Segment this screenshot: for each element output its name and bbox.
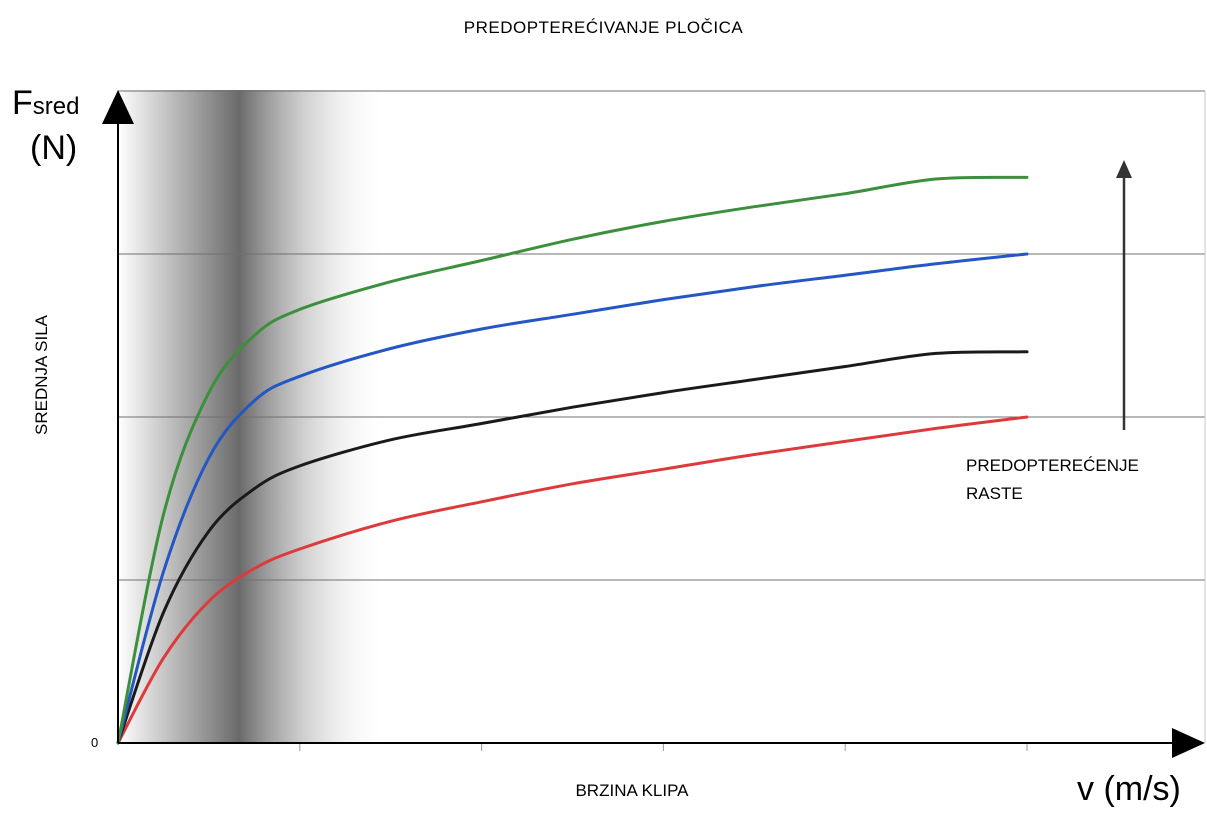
series-line-4 xyxy=(116,175,1029,745)
origin-label: 0 xyxy=(91,735,99,750)
x-axis-arrowhead xyxy=(1172,728,1205,758)
annotation-line-1: PREDOPTEREĆENJE xyxy=(966,456,1139,475)
y-axis-unit: (N) xyxy=(30,129,78,167)
y-axis-variable: Fsred xyxy=(12,84,80,122)
increase-arrow-head xyxy=(1116,160,1132,178)
x-axis-label: BRZINA KLIPA xyxy=(575,781,689,800)
annotation-line-2: RASTE xyxy=(966,484,1023,503)
y-axis-variable-subscript: sred xyxy=(32,93,80,120)
x-axis-unit: v (m/s) xyxy=(1077,770,1181,808)
series-line-2 xyxy=(116,350,1029,745)
y-axis-label: SREDNJA SILA xyxy=(32,315,51,435)
chart-title: PREDOPTEREĆIVANJE PLOČICA xyxy=(463,18,744,37)
series-line-1 xyxy=(116,415,1029,745)
series-line-3 xyxy=(116,252,1029,745)
y-axis-arrowhead xyxy=(102,90,134,124)
preload-annotation: PREDOPTEREĆENJE RASTE xyxy=(966,452,1201,508)
